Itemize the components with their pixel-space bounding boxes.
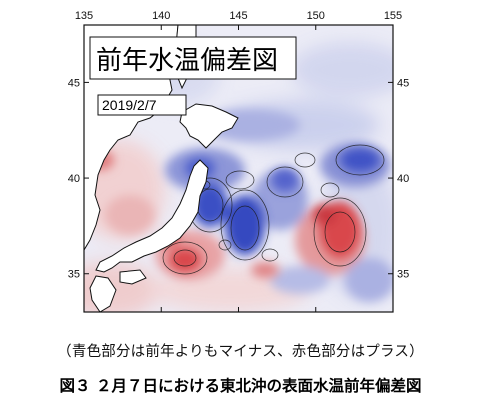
longitude-axis: 135 140 145 150 155 — [75, 10, 402, 312]
map-title: 前年水温偏差図 — [96, 46, 278, 76]
figure-caption: 図３ ２月７日における東北沖の表面水温前年偏差図 — [59, 377, 422, 395]
map-date: 2019/2/7 — [102, 97, 157, 113]
lon-tick-label: 145 — [229, 10, 247, 22]
title-box — [89, 36, 297, 80]
legend-note: （青色部分は前年よりもマイナス、赤色部分はプラス） — [57, 344, 424, 360]
lat-tick-label-left: 45 — [68, 77, 80, 89]
latitude-axis: 45 45 40 40 35 35 — [68, 77, 410, 280]
lat-tick-label-right: 35 — [397, 269, 409, 281]
lat-tick-label-right: 45 — [397, 77, 409, 89]
lon-tick-label: 135 — [75, 10, 93, 22]
lon-tick-label: 150 — [307, 10, 325, 22]
lon-tick-label: 155 — [384, 10, 402, 22]
lon-tick-label: 140 — [152, 10, 170, 22]
lat-tick-label-left: 35 — [68, 269, 80, 281]
lat-tick-label-left: 40 — [68, 173, 80, 185]
date-box — [97, 94, 187, 116]
lat-tick-label-right: 40 — [397, 173, 409, 185]
